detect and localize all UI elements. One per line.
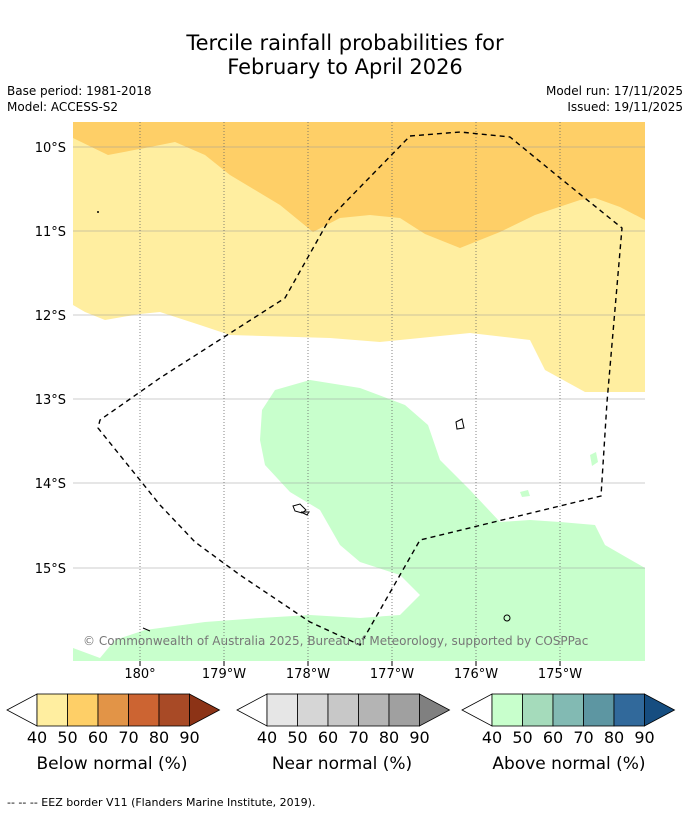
colorbar-title-below: Below normal (%) bbox=[36, 754, 188, 774]
colorbar-tick-label: 80 bbox=[379, 728, 399, 747]
colorbar-tick-label: 70 bbox=[348, 728, 368, 747]
colorbar-tick-label: 60 bbox=[543, 728, 563, 747]
below-normal-50-region bbox=[73, 122, 645, 248]
colorbar-segment bbox=[158, 693, 190, 727]
colorbar-tick-label: 70 bbox=[118, 728, 138, 747]
eez-border bbox=[97, 131, 623, 646]
colorbar-segment bbox=[266, 693, 298, 727]
graticule bbox=[73, 122, 645, 661]
above-normal-40-region bbox=[73, 380, 645, 661]
colorbar-tick-label: 80 bbox=[149, 728, 169, 747]
colorbar-arrow-high bbox=[189, 693, 221, 727]
colorbar-tick-label: 60 bbox=[88, 728, 108, 747]
colorbar-segment bbox=[327, 693, 359, 727]
colorbar-segment bbox=[583, 693, 615, 727]
map-area: © Commonwealth of Australia 2025, Bureau… bbox=[73, 122, 645, 661]
latitude-label: 10°S bbox=[35, 141, 66, 156]
model-run: Model run: 17/11/2025 bbox=[545, 84, 683, 98]
colorbar-arrow-high bbox=[419, 693, 451, 727]
probability-map: © Commonwealth of Australia 2025, Bureau… bbox=[6, 122, 676, 747]
base-period: Base period: 1981-2018 bbox=[7, 84, 152, 98]
colorbar-arrow-low bbox=[6, 693, 38, 727]
latitude-label: 15°S bbox=[35, 562, 66, 577]
copyright-text: © Commonwealth of Australia 2025, Bureau… bbox=[83, 634, 588, 648]
latitude-label: 11°S bbox=[35, 225, 66, 240]
colorbar-segment bbox=[613, 693, 645, 727]
latitude-label: 12°S bbox=[35, 309, 66, 324]
longitude-label: 180° bbox=[124, 667, 155, 682]
colorbar-arrow-low bbox=[461, 693, 493, 727]
model-name: Model: ACCESS-S2 bbox=[7, 100, 119, 114]
longitude-label: 178°W bbox=[286, 667, 330, 682]
colorbar-segment bbox=[358, 693, 390, 727]
longitude-label: 176°W bbox=[454, 667, 498, 682]
colorbar-arrow-high bbox=[644, 693, 676, 727]
colorbar-segment bbox=[128, 693, 160, 727]
colorbar-segment bbox=[67, 693, 99, 727]
island-outline-4 bbox=[503, 614, 511, 622]
island-outline-5 bbox=[142, 627, 151, 632]
longitude-labels: 180° 179°W 178°W 177°W 176°W 175°W bbox=[124, 667, 582, 682]
colorbar-segment bbox=[97, 693, 129, 727]
colorbar-tick-label: 40 bbox=[257, 728, 277, 747]
colorbar-tick-label: 80 bbox=[604, 728, 624, 747]
title-line1: Tercile rainfall probabilities for bbox=[186, 31, 504, 55]
colorbar-tick-label: 40 bbox=[27, 728, 47, 747]
colorbar-segment bbox=[388, 693, 420, 727]
colorbar-arrow-low bbox=[236, 693, 268, 727]
colorbar-tick-label: 90 bbox=[179, 728, 199, 747]
longitude-ticks bbox=[139, 661, 561, 666]
colorbar-segment bbox=[36, 693, 68, 727]
colorbar-tick-label: 50 bbox=[57, 728, 77, 747]
colorbar-segment bbox=[552, 693, 584, 727]
colorbar-title-above: Above normal (%) bbox=[492, 754, 646, 774]
island-dot bbox=[97, 211, 99, 213]
longitude-label: 175°W bbox=[538, 667, 582, 682]
colorbar-tick-label: 50 bbox=[512, 728, 532, 747]
colorbar-tick-label: 90 bbox=[634, 728, 654, 747]
colorbar-segment bbox=[491, 693, 523, 727]
latitude-labels: 10°S 11°S 12°S 13°S 14°S 15°S bbox=[35, 141, 66, 577]
colorbar-segment bbox=[522, 693, 554, 727]
latitude-label: 14°S bbox=[35, 477, 66, 492]
island-outline-3 bbox=[300, 511, 310, 516]
longitude-label: 177°W bbox=[370, 667, 414, 682]
colorbar-tick-label: 40 bbox=[482, 728, 502, 747]
colorbar-tick-label: 90 bbox=[409, 728, 429, 747]
colorbar-tick-label: 60 bbox=[318, 728, 338, 747]
longitude-label: 179°W bbox=[202, 667, 246, 682]
eez-footnote: -- -- -- EEZ border V11 (Flanders Marine… bbox=[7, 796, 316, 809]
latitude-label: 13°S bbox=[35, 393, 66, 408]
title-line2: February to April 2026 bbox=[227, 55, 463, 79]
colorbars: 40 50 60 70 80 90 40 50 60 70 80 90 40 50 60 70 80 90 bbox=[6, 693, 676, 747]
above-normal-islet-patch bbox=[590, 452, 598, 466]
above-normal-islet-patch-2 bbox=[520, 490, 530, 497]
colorbar-tick-label: 50 bbox=[287, 728, 307, 747]
island-outline bbox=[455, 418, 465, 430]
colorbar-segment bbox=[297, 693, 329, 727]
colorbar-tick-label: 70 bbox=[573, 728, 593, 747]
issued-date: Issued: 19/11/2025 bbox=[567, 100, 683, 114]
colorbar-title-near: Near normal (%) bbox=[271, 754, 413, 774]
